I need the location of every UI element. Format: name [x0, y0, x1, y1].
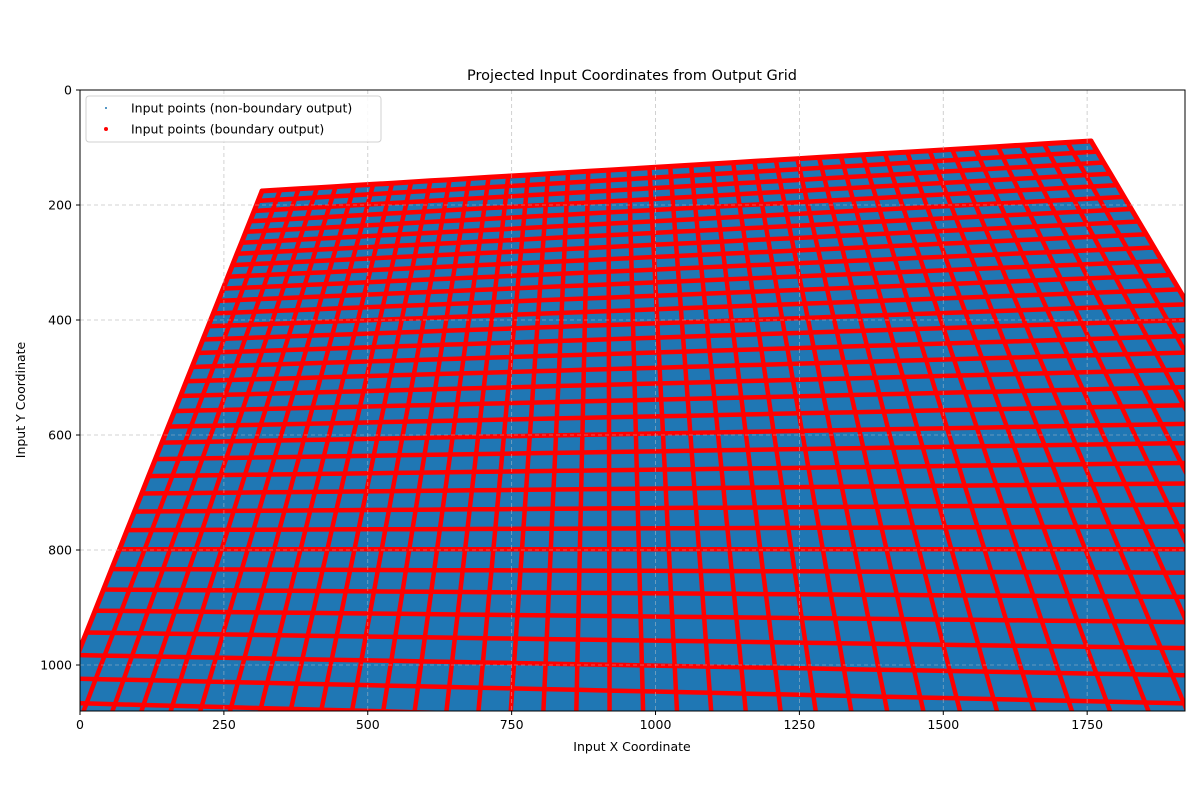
boundary-row-line	[101, 587, 1185, 600]
boundary-row-line	[251, 160, 1106, 214]
boundary-column-line	[606, 167, 612, 711]
boundary-row-line	[205, 287, 1182, 329]
x-tick-label: 0	[76, 717, 84, 732]
boundary-row-line	[80, 700, 457, 711]
legend: Input points (non-boundary output) Input…	[85, 95, 382, 143]
y-axis: 0 200 400 600 800 1000	[40, 83, 80, 673]
gridlines-overlay	[80, 90, 1185, 711]
boundary-column-line	[1088, 138, 1185, 305]
y-tick-label: 0	[64, 83, 72, 98]
boundary-row-line	[80, 652, 1185, 678]
boundary-column-line	[1041, 141, 1185, 413]
boundary-row-line	[247, 171, 1113, 224]
boundary-row-line	[132, 502, 1185, 514]
boundary-row-line	[230, 219, 1141, 268]
boundary-row-line	[153, 440, 1185, 462]
boundary-row-line	[225, 232, 1149, 279]
boundary-row-line	[239, 194, 1127, 245]
x-axis: 0 250 500 750 1000 1250 1500 1750	[76, 711, 1103, 732]
boundary-row-line	[178, 367, 1185, 399]
legend-label-non-boundary: Input points (non-boundary output)	[131, 101, 352, 116]
boundary-row-line	[84, 630, 1185, 651]
x-tick-label: 1500	[927, 717, 959, 732]
boundary-row-line	[27, 781, 1200, 800]
boundary-row-line	[38, 754, 1200, 800]
x-tick-label: 1000	[640, 717, 672, 732]
boundary-row-line	[92, 608, 1185, 625]
boundary-row-line	[255, 149, 1100, 204]
x-tick-label: 1750	[1071, 717, 1103, 732]
legend-marker-non-boundary-icon	[105, 107, 107, 109]
boundary-row-line	[234, 206, 1134, 256]
boundary-row-line	[220, 245, 1157, 291]
boundary-row-line	[189, 333, 1185, 370]
y-tick-label: 400	[48, 313, 72, 328]
x-tick-label: 750	[500, 717, 524, 732]
legend-box	[85, 95, 382, 143]
boundary-row-line	[166, 402, 1185, 429]
axes-frame	[79, 89, 1186, 712]
boundary-row-line	[172, 384, 1185, 414]
boundary-row-line	[124, 524, 1185, 533]
boundary-row-line	[184, 350, 1185, 384]
chart-title: Projected Input Coordinates from Output …	[467, 68, 797, 84]
boundary-row-line	[146, 460, 1185, 479]
boundary-points-grid	[27, 138, 1200, 800]
boundary-row-line	[211, 272, 1173, 316]
boundary-row-line	[139, 481, 1185, 496]
plot-area	[27, 138, 1200, 800]
x-tick-label: 250	[212, 717, 236, 732]
boundary-row-line	[109, 566, 1185, 575]
boundary-row-line	[259, 138, 1094, 194]
boundary-row-line	[159, 421, 1185, 445]
y-axis-label: Input Y Coordinate	[13, 341, 28, 458]
y-tick-label: 1000	[40, 658, 72, 673]
y-tick-label: 800	[48, 543, 72, 558]
y-tick-label: 200	[48, 198, 72, 213]
legend-label-boundary: Input points (boundary output)	[131, 122, 324, 137]
x-axis-label: Input X Coordinate	[573, 739, 691, 754]
x-tick-label: 500	[356, 717, 380, 732]
boundary-row-line	[195, 317, 1185, 356]
y-tick-label: 600	[48, 428, 72, 443]
boundary-row-line	[200, 302, 1185, 342]
boundary-row-line	[243, 182, 1120, 235]
boundary-row-line	[80, 676, 1185, 706]
legend-marker-boundary-icon	[104, 127, 108, 131]
x-tick-label: 1250	[783, 717, 815, 732]
boundary-column-line	[1065, 140, 1185, 356]
